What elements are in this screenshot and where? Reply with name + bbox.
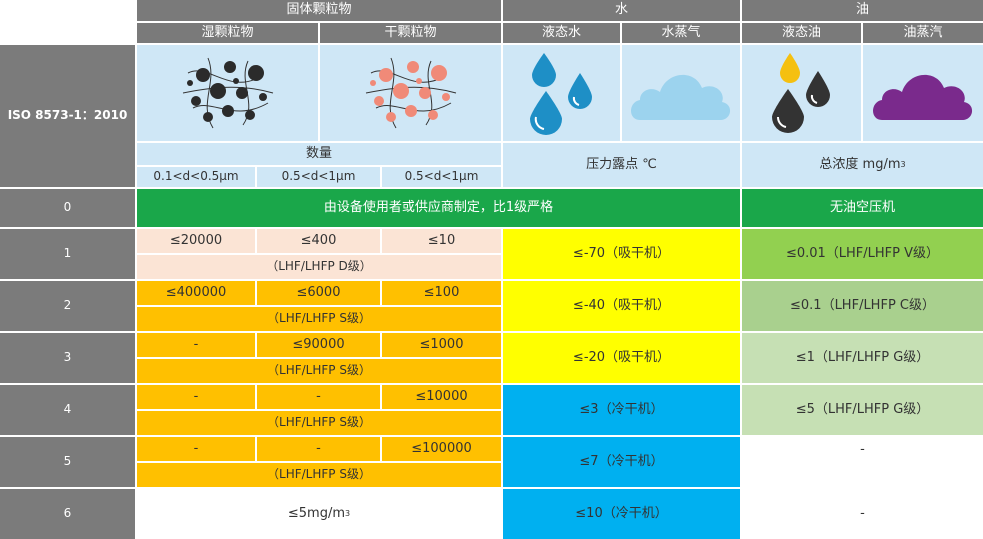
class-6: 6: [0, 489, 135, 539]
class-2-p3: ≤100: [382, 281, 501, 305]
class-6-oil: -: [742, 489, 983, 539]
dry-particles-icon-cell: [320, 45, 501, 141]
header-liquid-oil: 液态油: [742, 23, 861, 43]
class-2-grade: （LHF/LHFP S级）: [137, 307, 501, 331]
class-4: 4: [0, 385, 135, 435]
oil-vapor-icon-cell: [863, 45, 983, 141]
header-oil-vapor: 油蒸汽: [863, 23, 983, 43]
total-concentration-text: 总浓度 mg/m: [819, 156, 901, 172]
class-1-oil: ≤0.01（LHF/LHFP V级）: [742, 229, 983, 279]
header-dry-particles: 干颗粒物: [320, 23, 501, 43]
class-0-oil: 无油空压机: [742, 189, 983, 227]
total-concentration-sup: 3: [900, 159, 906, 169]
size-range-2: 0.5<d<1μm: [257, 167, 380, 187]
water-vapor-icon-cell: [622, 45, 740, 141]
size-range-1: 0.1<d<0.5μm: [137, 167, 255, 187]
class-1-p3: ≤10: [382, 229, 501, 253]
class-3-water: ≤-20（吸干机）: [503, 333, 740, 383]
header-liquid-water: 液态水: [503, 23, 620, 43]
purple-cloud-icon: [873, 74, 973, 120]
black-particles-icon: [182, 57, 273, 129]
header-solid-particles: 固体颗粒物: [137, 0, 501, 21]
class-2-oil: ≤0.1（LHF/LHFP C级）: [742, 281, 983, 331]
class-1-p1: ≤20000: [137, 229, 255, 253]
class-3-p1: -: [137, 333, 255, 357]
class-2-p2: ≤6000: [257, 281, 380, 305]
class-4-grade: （LHF/LHFP S级）: [137, 411, 501, 435]
class-1-water: ≤-70（吸干机）: [503, 229, 740, 279]
class-0: 0: [0, 189, 135, 227]
class-2: 2: [0, 281, 135, 331]
class-3-oil: ≤1（LHF/LHFP G级）: [742, 333, 983, 383]
class-2-water: ≤-40（吸干机）: [503, 281, 740, 331]
class-5-p2: -: [257, 437, 380, 461]
standard-label: ISO 8573-1：2010: [0, 45, 135, 187]
header-wet-particles: 湿颗粒物: [137, 23, 318, 43]
class-0-solid-water: 由设备使用者或供应商制定，比1级严格: [137, 189, 740, 227]
wet-particles-icon-cell: [137, 45, 318, 141]
size-range-3: 0.5<d<1μm: [382, 167, 501, 187]
header-water-vapor: 水蒸气: [622, 23, 740, 43]
class-1-p2: ≤400: [257, 229, 380, 253]
class-4-p3: ≤10000: [382, 385, 501, 409]
water-droplets-icon: [529, 53, 592, 135]
class-6-water: ≤10（冷干机）: [503, 489, 740, 539]
class-6-solid: ≤5mg/m 3: [137, 489, 501, 539]
pressure-dewpoint-label: 压力露点 ℃: [503, 143, 740, 187]
header-water: 水: [503, 0, 740, 21]
class-5-water: ≤7（冷干机）: [503, 437, 740, 487]
class-5-p1: -: [137, 437, 255, 461]
liquid-water-icon-cell: [503, 45, 620, 141]
class-4-oil: ≤5（LHF/LHFP G级）: [742, 385, 983, 435]
class-4-p2: -: [257, 385, 380, 409]
class-5-grade: （LHF/LHFP S级）: [137, 463, 501, 487]
class-5: 5: [0, 437, 135, 487]
class-3: 3: [0, 333, 135, 383]
header-oil: 油: [742, 0, 983, 21]
class-5-p3: ≤100000: [382, 437, 501, 461]
class-1: 1: [0, 229, 135, 279]
class-3-p3: ≤1000: [382, 333, 501, 357]
class-3-grade: （LHF/LHFP S级）: [137, 359, 501, 383]
class-5-oil: -: [742, 437, 983, 463]
class-4-water: ≤3（冷干机）: [503, 385, 740, 435]
light-blue-cloud-icon: [631, 74, 731, 120]
class-6-solid-text: ≤5mg/m: [287, 505, 346, 521]
class-3-p2: ≤90000: [257, 333, 380, 357]
salmon-particles-icon: [365, 57, 456, 129]
class-6-solid-sup: 3: [345, 508, 351, 518]
class-1-grade: （LHF/LHFP D级）: [137, 255, 501, 279]
class-4-p1: -: [137, 385, 255, 409]
class-2-p1: ≤400000: [137, 281, 255, 305]
oil-droplets-icon: [771, 53, 830, 133]
liquid-oil-icon-cell: [742, 45, 861, 141]
quantity-label: 数量: [137, 143, 501, 165]
total-concentration-label: 总浓度 mg/m 3: [742, 143, 983, 187]
